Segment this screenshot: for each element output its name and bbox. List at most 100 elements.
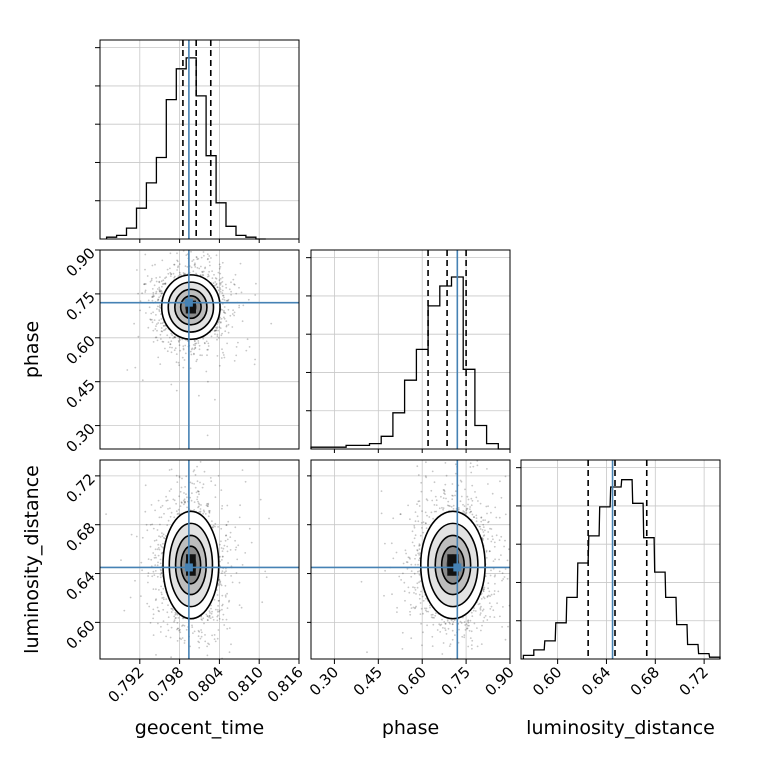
scatter-point — [214, 281, 217, 283]
scatter-point — [219, 282, 222, 285]
scatter-point — [198, 348, 201, 351]
scatter-point — [409, 518, 411, 521]
scatter-point — [156, 548, 159, 551]
scatter-point — [211, 520, 213, 522]
scatter-point — [219, 581, 222, 584]
scatter-point — [218, 267, 221, 270]
scatter-point — [206, 615, 209, 618]
x-tick-label: 0.90 — [481, 663, 517, 699]
scatter-point — [494, 582, 496, 585]
scatter-point — [158, 289, 161, 292]
scatter-point — [486, 595, 489, 598]
scatter-point — [481, 609, 484, 612]
scatter-point — [418, 548, 421, 550]
scatter-point — [223, 299, 226, 301]
panel-frame-diag-2 — [520, 459, 721, 660]
scatter-point — [206, 354, 208, 357]
scatter-point — [155, 292, 157, 295]
scatter-point — [184, 352, 187, 355]
scatter-point — [440, 623, 443, 626]
scatter-point — [221, 555, 224, 558]
scatter-point — [183, 624, 186, 627]
contour-line — [162, 510, 220, 620]
scatter-point — [219, 321, 222, 324]
scatter-point — [425, 498, 428, 501]
scatter-point — [155, 654, 157, 656]
scatter-point — [179, 631, 182, 634]
scatter-point — [217, 271, 220, 274]
scatter-point — [220, 489, 223, 491]
scatter-point — [177, 512, 180, 515]
scatter-point — [150, 279, 153, 282]
scatter-point — [193, 483, 196, 485]
scatter-point — [410, 575, 413, 578]
scatter-point — [504, 568, 507, 570]
scatter-point — [508, 548, 510, 551]
scatter-point — [422, 521, 425, 524]
x-tick-label: 0.792 — [105, 663, 148, 706]
scatter-point — [141, 292, 144, 295]
scatter-point — [404, 549, 407, 552]
scatter-point — [241, 469, 244, 471]
scatter-point — [208, 614, 211, 617]
scatter-point — [243, 662, 245, 664]
scatter-point — [160, 516, 163, 519]
scatter-point — [451, 638, 454, 641]
scatter-point — [159, 333, 162, 336]
histogram-geocent_time — [105, 57, 266, 240]
scatter-point — [210, 604, 212, 607]
scatter-point — [149, 545, 152, 548]
panel-frame-phase-luminosity_distance — [310, 459, 511, 660]
scatter-point — [149, 523, 152, 526]
scatter-point — [165, 327, 168, 330]
scatter-point — [199, 637, 202, 640]
scatter-point — [488, 602, 491, 604]
scatter-point — [174, 336, 176, 339]
scatter-point — [200, 631, 203, 634]
scatter-point — [216, 286, 219, 289]
scatter-point — [459, 479, 462, 482]
scatter-point — [130, 533, 133, 536]
scatter-point — [180, 486, 183, 489]
scatter-point — [173, 619, 176, 622]
scatter-point — [133, 322, 136, 325]
scatter-point — [482, 753, 484, 755]
scatter-point — [176, 260, 179, 263]
scatter-point — [167, 616, 170, 619]
scatter-point — [158, 305, 161, 308]
scatter-point — [173, 336, 176, 338]
scatter-point — [264, 570, 267, 573]
scatter-point — [201, 271, 204, 274]
scatter-point — [203, 670, 205, 672]
scatter-point — [450, 505, 453, 508]
scatter-point — [478, 525, 481, 528]
scatter-point — [470, 611, 473, 614]
scatter-point — [482, 590, 485, 593]
scatter-point — [161, 285, 163, 288]
scatter-point — [197, 216, 199, 218]
scatter-point — [163, 282, 166, 285]
scatter-point — [159, 523, 161, 526]
scatter-point — [173, 263, 176, 266]
scatter-point — [502, 606, 504, 608]
scatter-point — [390, 542, 393, 545]
scatter-point — [449, 622, 451, 625]
contour-line — [167, 281, 215, 333]
scatter-point — [161, 532, 163, 534]
scatter-point — [247, 298, 250, 301]
scatter-point — [205, 340, 208, 343]
scatter-point — [412, 586, 414, 589]
scatter-point — [151, 288, 154, 290]
scatter-point — [235, 572, 238, 574]
x-axis-label-phase: phase — [382, 717, 439, 739]
scatter-point — [150, 312, 153, 315]
scatter-point — [417, 570, 419, 573]
scatter-point — [507, 625, 509, 628]
scatter-point — [501, 579, 503, 582]
scatter-point — [214, 248, 216, 250]
scatter-point — [176, 613, 179, 616]
scatter-point — [471, 499, 474, 502]
scatter-point — [105, 433, 107, 435]
scatter-point — [413, 537, 416, 540]
scatter-point — [179, 273, 182, 276]
